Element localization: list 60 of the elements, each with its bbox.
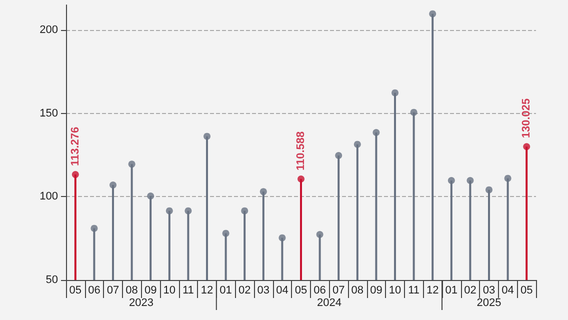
point [110,182,116,188]
x-tick-label: 03 [482,284,496,296]
x-tick-label: 11 [408,284,420,296]
x-tick-label: 12 [200,284,214,296]
x-tick-label: 01 [445,284,458,296]
point [466,177,474,184]
point [128,160,136,168]
point [241,207,248,214]
point [166,207,173,214]
point [260,188,267,196]
point [504,174,512,182]
x-tick-label: 05 [69,284,82,296]
x-tick-label: 02 [238,284,251,296]
x-tick-label: 10 [388,284,402,296]
point [184,207,192,214]
point [448,177,455,184]
point [486,186,492,194]
x-tick-label: 05 [294,284,308,296]
point [392,89,398,96]
x-tick-label: 08 [351,284,364,296]
x-tick-label: 03 [257,284,270,296]
x-tick-label: 11 [182,284,194,296]
y-tick-label: 100 [40,190,58,203]
data-label: 110.588 [295,131,307,171]
y-tick-label: 150 [40,107,58,120]
point [429,10,436,18]
x-tick-label: 06 [88,284,100,296]
x-tick-label: 08 [126,284,138,296]
x-tick-label: 04 [276,284,288,296]
x-tick-label: 04 [502,284,514,296]
point [372,129,380,136]
point [204,132,210,140]
point [523,143,530,150]
point [147,192,154,200]
x-tick-label: 05 [520,284,533,296]
point [90,224,98,232]
point [335,152,342,159]
point [298,176,304,183]
x-tick-label: 07 [332,284,345,296]
point [222,230,230,237]
y-tick-label: 200 [40,24,58,36]
point [72,171,79,178]
text: 2025 [476,297,502,309]
x-tick-label: 02 [464,284,476,296]
x-tick-label: 09 [144,284,157,296]
x-tick-label: 10 [163,284,176,296]
x-tick-label: 12 [426,284,439,296]
text: 2024 [316,297,342,309]
point [410,108,418,116]
point [278,234,286,242]
data-label: 113.276 [69,126,82,166]
point [354,140,361,148]
data-label: 130.025 [520,98,533,138]
y-tick-label: 50 [46,274,58,286]
x-tick-label: 01 [220,284,232,296]
x-tick-label: 09 [370,284,382,296]
text: 2023 [128,297,154,309]
x-tick-label: 07 [106,284,120,296]
point [316,231,324,238]
x-tick-label: 06 [314,284,326,296]
